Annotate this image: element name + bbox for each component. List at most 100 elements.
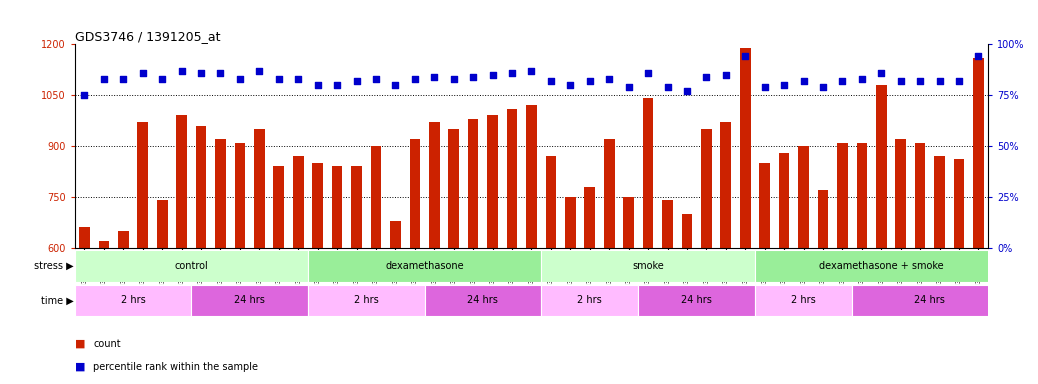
Bar — [541, 285, 638, 316]
Point — [135, 70, 152, 76]
Point — [251, 68, 268, 74]
Text: ■: ■ — [75, 362, 85, 372]
Bar — [487, 115, 498, 248]
Bar — [176, 115, 187, 248]
Point — [931, 78, 948, 84]
Bar — [584, 187, 595, 248]
Point — [581, 78, 598, 84]
Bar — [118, 231, 129, 248]
Text: dexamethasone + smoke: dexamethasone + smoke — [819, 261, 944, 271]
Text: stress ▶: stress ▶ — [34, 261, 74, 271]
Point — [231, 76, 248, 82]
Point — [562, 82, 578, 88]
Point — [775, 82, 792, 88]
Bar — [643, 98, 653, 248]
Text: 2 hrs: 2 hrs — [577, 295, 602, 306]
Bar — [604, 139, 614, 248]
Point — [757, 84, 773, 90]
Bar — [526, 105, 537, 248]
Bar — [410, 139, 420, 248]
Bar — [273, 166, 284, 248]
Point — [659, 84, 676, 90]
Point — [193, 70, 210, 76]
Bar — [720, 122, 731, 248]
Bar — [778, 153, 790, 248]
Bar — [954, 159, 964, 248]
Bar — [429, 122, 440, 248]
Point — [407, 76, 424, 82]
Bar — [79, 227, 90, 248]
Bar — [638, 285, 755, 316]
Bar — [837, 142, 848, 248]
Bar — [157, 200, 167, 248]
Bar — [914, 142, 926, 248]
Bar — [75, 285, 191, 316]
Bar — [293, 156, 303, 248]
Text: ■: ■ — [75, 339, 85, 349]
Bar — [507, 109, 517, 248]
Bar — [425, 285, 541, 316]
Bar — [191, 285, 308, 316]
Text: control: control — [174, 261, 209, 271]
Point — [309, 82, 326, 88]
Bar — [755, 285, 852, 316]
Point — [523, 68, 540, 74]
Point — [621, 84, 637, 90]
Bar — [623, 197, 634, 248]
Point — [795, 78, 812, 84]
Bar — [351, 166, 362, 248]
Bar — [755, 250, 1008, 281]
Point — [503, 70, 520, 76]
Bar — [371, 146, 381, 248]
Point — [115, 76, 132, 82]
Point — [835, 78, 851, 84]
Point — [290, 76, 306, 82]
Bar — [196, 126, 207, 248]
Point — [699, 74, 715, 80]
Text: percentile rank within the sample: percentile rank within the sample — [93, 362, 258, 372]
Point — [445, 76, 462, 82]
Bar — [390, 220, 401, 248]
Point — [737, 53, 754, 60]
Bar — [235, 142, 245, 248]
Text: 24 hrs: 24 hrs — [914, 295, 946, 306]
Point — [893, 78, 909, 84]
Bar — [254, 129, 265, 248]
Bar — [876, 85, 886, 248]
Point — [348, 78, 364, 84]
Bar — [856, 142, 867, 248]
Point — [387, 82, 404, 88]
Bar — [973, 58, 984, 248]
Bar — [565, 197, 576, 248]
Bar — [760, 163, 770, 248]
Bar — [740, 48, 750, 248]
Text: dexamethasone: dexamethasone — [385, 261, 464, 271]
Bar — [682, 214, 692, 248]
Point — [173, 68, 190, 74]
Bar — [308, 285, 425, 316]
Point — [543, 78, 559, 84]
Text: 2 hrs: 2 hrs — [791, 295, 816, 306]
Text: count: count — [93, 339, 121, 349]
Point — [271, 76, 288, 82]
Bar — [448, 129, 459, 248]
Bar — [896, 139, 906, 248]
Point — [951, 78, 967, 84]
Bar — [75, 250, 308, 281]
Point — [154, 76, 170, 82]
Point — [639, 70, 656, 76]
Point — [679, 88, 695, 94]
Point — [212, 70, 228, 76]
Point — [367, 76, 384, 82]
Bar — [541, 250, 755, 281]
Point — [853, 76, 870, 82]
Bar — [332, 166, 343, 248]
Point — [601, 76, 618, 82]
Point — [815, 84, 831, 90]
Bar — [308, 250, 541, 281]
Text: 2 hrs: 2 hrs — [354, 295, 379, 306]
Bar — [662, 200, 673, 248]
Point — [911, 78, 928, 84]
Text: 2 hrs: 2 hrs — [120, 295, 145, 306]
Bar — [546, 156, 556, 248]
